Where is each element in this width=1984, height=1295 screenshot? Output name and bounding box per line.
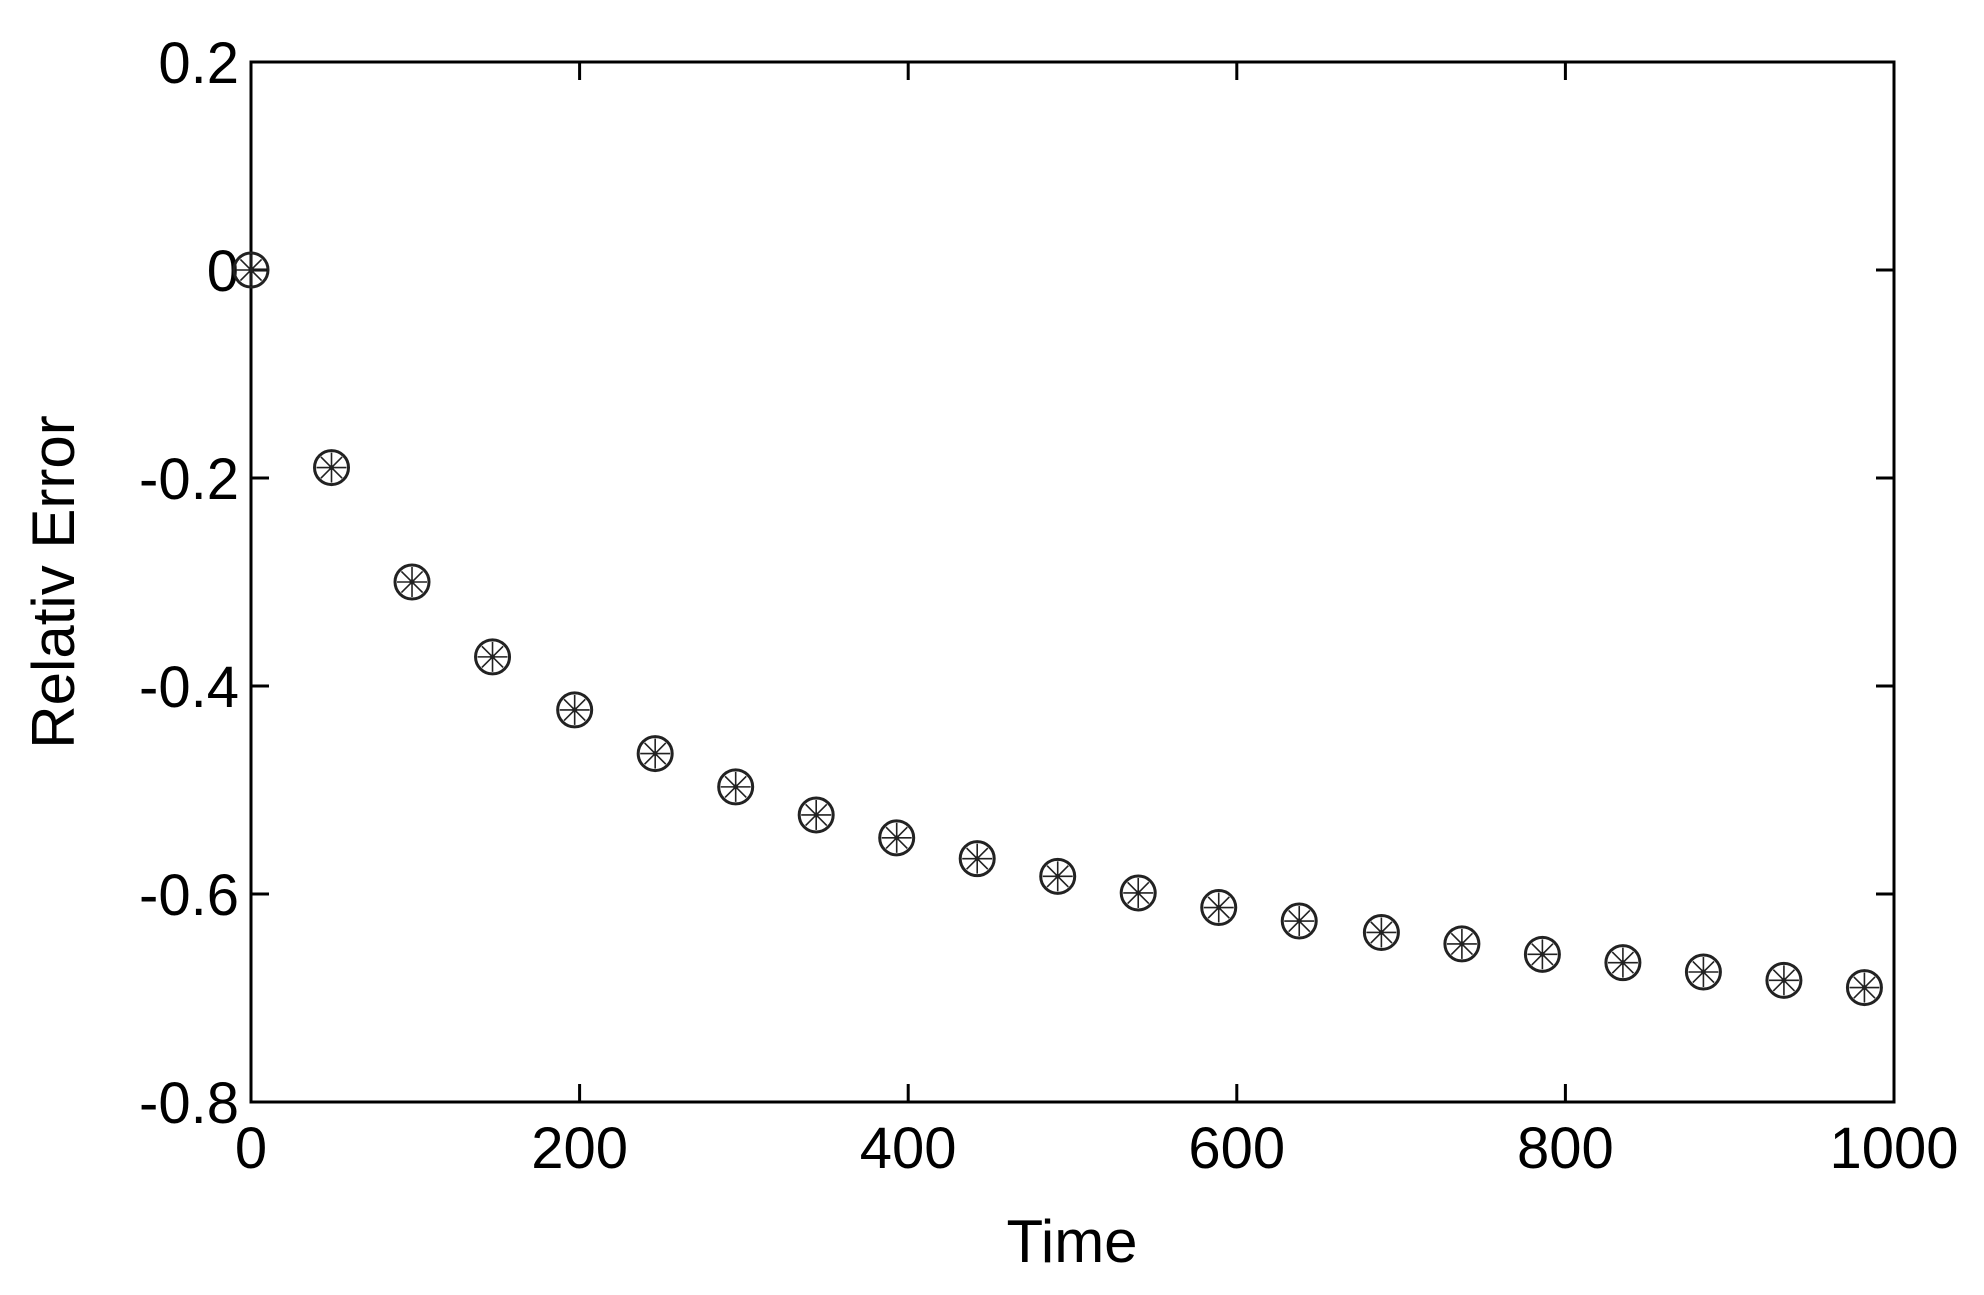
x-tick-label: 800 [1517,1116,1614,1181]
y-tick-label: -0.2 [139,447,239,512]
data-point [797,796,835,834]
data-point [1362,913,1400,951]
data-point [1443,925,1481,963]
data-point [958,840,996,878]
x-tick-label: 200 [531,1116,628,1181]
data-point [636,735,674,773]
y-tick-label: 0.2 [158,31,239,96]
x-tick-label: 0 [235,1116,267,1181]
data-point [878,819,916,857]
x-ticks: 0 200 400 600 800 1000 [235,62,1959,1181]
data-point [1200,889,1238,927]
data-point [1845,969,1883,1007]
data-point [556,691,594,729]
y-tick-label: -0.4 [139,655,239,720]
x-axis-title: Time [1006,1208,1137,1275]
data-point [1280,902,1318,940]
y-axis-title: Relativ Error [20,415,87,748]
plot-frame [249,60,1896,1104]
y-tick-label: -0.6 [139,863,239,928]
data-point [1684,953,1722,991]
y-ticks: 0.20-0.2-0.4-0.6-0.8 [139,31,1894,1136]
data-point [474,638,512,676]
x-tick-label: 400 [860,1116,957,1181]
data-point [1523,935,1561,973]
data-point [313,449,351,487]
data-point [1039,857,1077,895]
y-tick-label: -0.8 [139,1071,239,1136]
data-point [232,251,270,289]
x-tick-label: 1000 [1829,1116,1958,1181]
data-point [1119,874,1157,912]
data-point [393,563,431,601]
data-points [232,251,1883,1007]
data-point [717,768,755,806]
data-point [1604,944,1642,982]
data-point [1765,961,1803,999]
x-tick-label: 600 [1188,1116,1285,1181]
